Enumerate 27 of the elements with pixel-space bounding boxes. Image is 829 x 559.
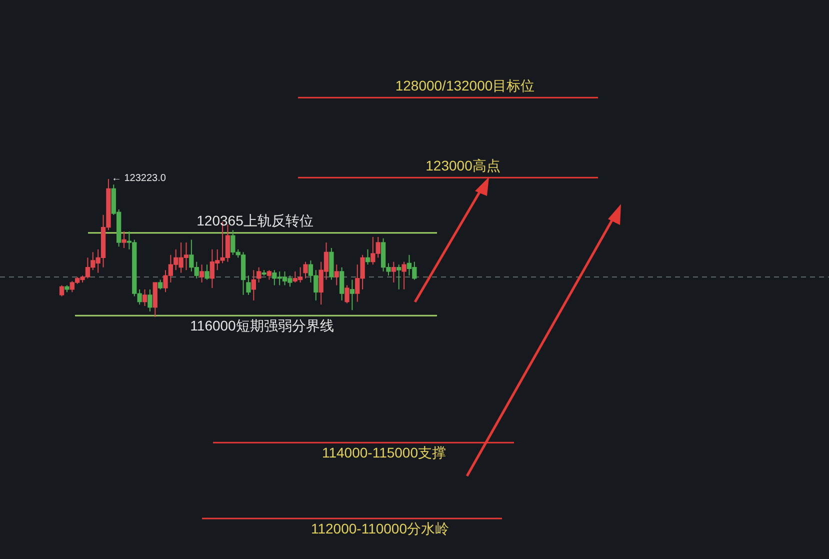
candlestick bbox=[391, 261, 396, 283]
ref-line-label: 116000短期强弱分界线 bbox=[190, 317, 334, 334]
candlestick bbox=[334, 264, 339, 286]
candlestick bbox=[266, 270, 272, 280]
candlestick bbox=[402, 261, 406, 290]
candlestick bbox=[148, 288, 152, 312]
candlestick bbox=[251, 270, 256, 301]
candlestick bbox=[350, 279, 355, 311]
ref-line-label: 123000高点 bbox=[426, 157, 500, 174]
candlestick bbox=[122, 230, 126, 248]
ref-line-label: 112000-110000分水岭 bbox=[310, 520, 450, 536]
annotation: ← 123223.0 bbox=[111, 172, 166, 184]
candlestick bbox=[199, 264, 204, 283]
candlestick bbox=[158, 279, 163, 290]
ref-line-label: 128000/132000目标位 bbox=[395, 77, 535, 94]
candlestick bbox=[142, 288, 148, 306]
candlestick bbox=[204, 264, 210, 280]
candlestick bbox=[59, 284, 64, 297]
candlestick bbox=[344, 284, 350, 304]
candlestick bbox=[303, 261, 308, 279]
candlestick bbox=[339, 266, 344, 301]
candlestick bbox=[246, 275, 251, 296]
candlestick bbox=[365, 248, 370, 266]
ref-line-label: 114000-115000支撑 bbox=[322, 444, 446, 460]
candlestick bbox=[256, 266, 262, 283]
candlestick bbox=[396, 264, 402, 290]
ref-line-label: 120365上轨反转位 bbox=[196, 212, 314, 229]
